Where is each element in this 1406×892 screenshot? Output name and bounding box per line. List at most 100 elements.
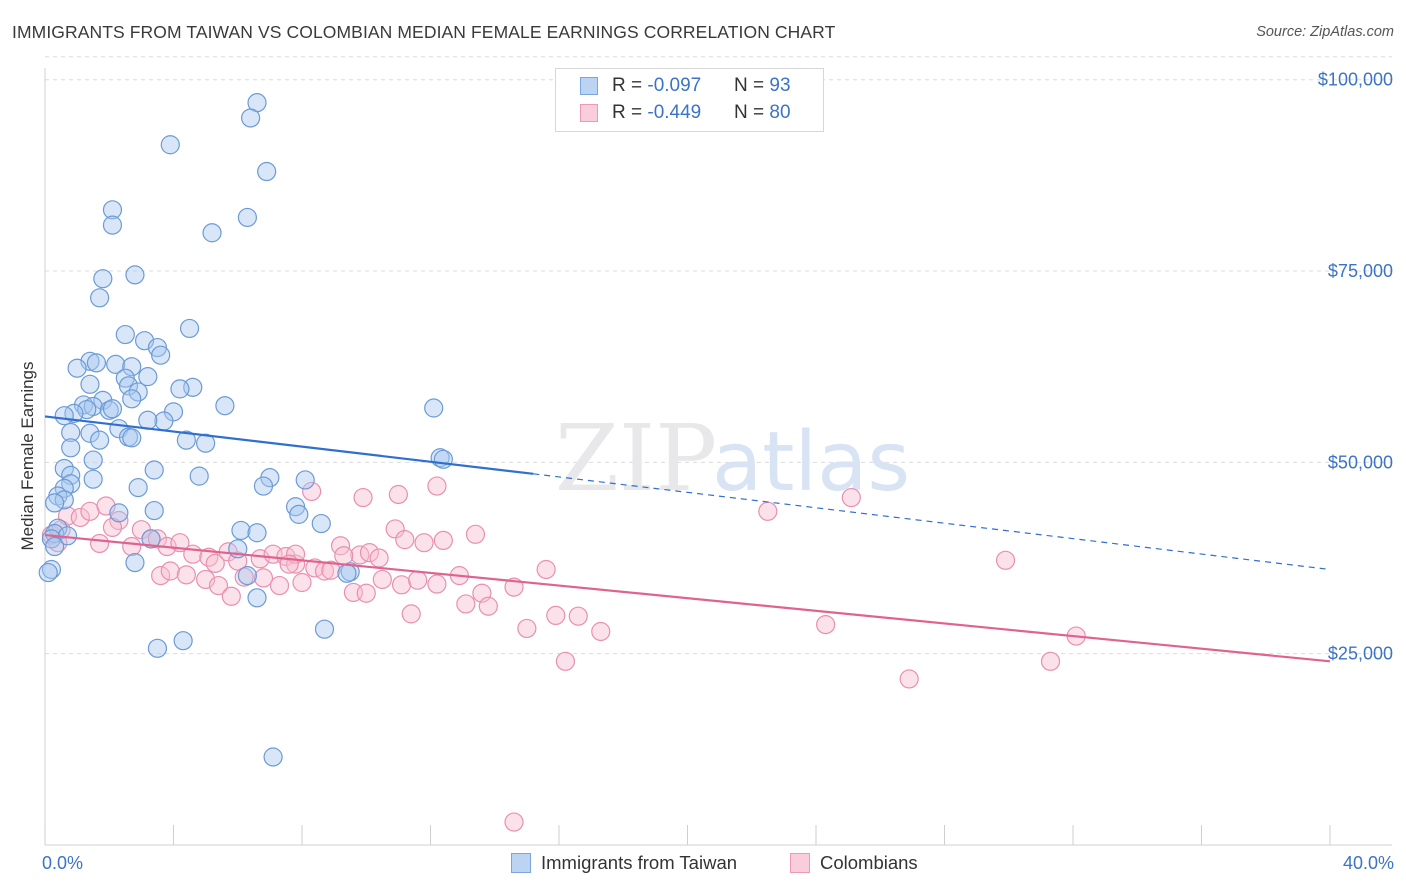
y-axis-title: Median Female Earnings (18, 362, 37, 551)
legend-r-label: R = (612, 102, 648, 123)
colombians-point (208, 575, 229, 596)
colombians-point (372, 569, 392, 590)
taiwan-point (340, 562, 360, 582)
taiwan-point (424, 398, 444, 418)
taiwan-point (61, 422, 81, 443)
colombians-point (151, 566, 171, 586)
colombians-point (221, 586, 241, 606)
taiwan-point (77, 399, 97, 420)
x-tick-label: 0.0% (42, 853, 83, 873)
colombians-point (359, 543, 380, 563)
axis-labels: $25,000 $50,000 $75,000 $100,000 0.0% 40.0% Me… (18, 70, 1394, 873)
colombians-point (388, 484, 408, 505)
colombians-points (41, 476, 1086, 832)
taiwan-point (138, 367, 158, 387)
colombians-point (391, 575, 412, 595)
taiwan-point (289, 504, 309, 524)
taiwan-point (115, 324, 135, 345)
colombians-point (758, 501, 778, 521)
watermark-atlas: atlas (712, 415, 910, 510)
taiwan-point (144, 460, 164, 480)
taiwan-point (80, 423, 100, 443)
taiwan-point (257, 161, 277, 182)
stats-legend: R = -0.097 N = 93 R = -0.449 N = 80 (555, 68, 824, 132)
colombians-point (478, 596, 498, 616)
colombians-point (205, 553, 225, 573)
taiwan-point (125, 553, 145, 573)
bottom-legend-label: Immigrants from Taiwan (541, 852, 738, 873)
taiwan-point (106, 354, 126, 374)
trend-lines (44, 415, 1331, 663)
colombians-point (292, 572, 312, 593)
taiwan-point (109, 503, 129, 523)
taiwan-point (61, 438, 81, 458)
taiwan-point (263, 747, 283, 767)
taiwan-point (102, 399, 123, 419)
taiwan-point (141, 529, 161, 549)
taiwan-point (237, 207, 257, 228)
legend-n-label: N = (734, 75, 770, 96)
taiwan-points (38, 93, 453, 767)
colombians-point (234, 567, 254, 587)
colombians-point (321, 560, 341, 580)
bottom-swatch-taiwan (511, 853, 531, 873)
y-tick-label: $100,000 (1318, 70, 1393, 90)
taiwan-point (202, 223, 222, 243)
taiwan-point (160, 135, 180, 155)
taiwan-point (90, 288, 110, 308)
colombians-point (465, 524, 486, 544)
legend-n-value: 93 (769, 75, 791, 96)
colombians-point (70, 507, 90, 528)
y-tick-label: $25,000 (1328, 644, 1393, 664)
colombians-point (356, 583, 376, 603)
taiwan-point (41, 559, 62, 580)
taiwan-point (102, 215, 123, 235)
colombians-point (536, 559, 556, 580)
colombians-point (995, 550, 1016, 570)
taiwan-point (122, 428, 142, 448)
colombians-point (591, 621, 611, 642)
taiwan-point (138, 410, 158, 430)
source-label: Source: ZipAtlas.com (1256, 24, 1394, 40)
colombians-point (334, 546, 354, 566)
colombians-point (395, 530, 415, 550)
taiwan-point (102, 200, 123, 220)
x-tick-label: 40.0% (1343, 853, 1394, 873)
taiwan-point (311, 513, 331, 534)
colombians-point (408, 570, 428, 590)
legend-r-value: -0.449 (647, 102, 702, 123)
colombians-point (90, 533, 110, 554)
taiwan-point (154, 411, 174, 431)
legend-swatch-taiwan (580, 77, 598, 95)
taiwan-point (54, 406, 74, 426)
watermark-zip: ZIP (555, 405, 717, 512)
taiwan-point (237, 566, 257, 586)
taiwan-point (231, 520, 251, 541)
taiwan-point (173, 631, 193, 651)
taiwan-point (337, 563, 357, 583)
taiwan-point (189, 466, 209, 486)
legend-r-label: R = (612, 75, 648, 96)
grid-layer (45, 56, 1392, 655)
colombians-point (160, 561, 180, 581)
watermark: ZIP atlas (555, 405, 910, 512)
colombians-point (546, 605, 566, 626)
colombians-point (385, 519, 405, 539)
taiwan-point (314, 619, 335, 639)
taiwan-point (147, 638, 168, 658)
taiwan-point (151, 345, 171, 365)
chart-title: IMMIGRANTS FROM TAIWAN VS COLOMBIAN MEDI… (12, 22, 836, 42)
colombians-point (504, 812, 524, 832)
taiwan-point (38, 562, 58, 583)
taiwan-point (247, 588, 267, 608)
colombians-point (353, 487, 373, 508)
legend-n-value: 80 (769, 102, 791, 123)
y-tick-label: $50,000 (1328, 452, 1393, 472)
colombians-point (841, 487, 861, 508)
taiwan-point (170, 379, 190, 399)
taiwan-point (83, 450, 103, 470)
taiwan-point (86, 353, 107, 373)
colombians-point (517, 618, 537, 639)
taiwan-trend-line (44, 415, 534, 475)
